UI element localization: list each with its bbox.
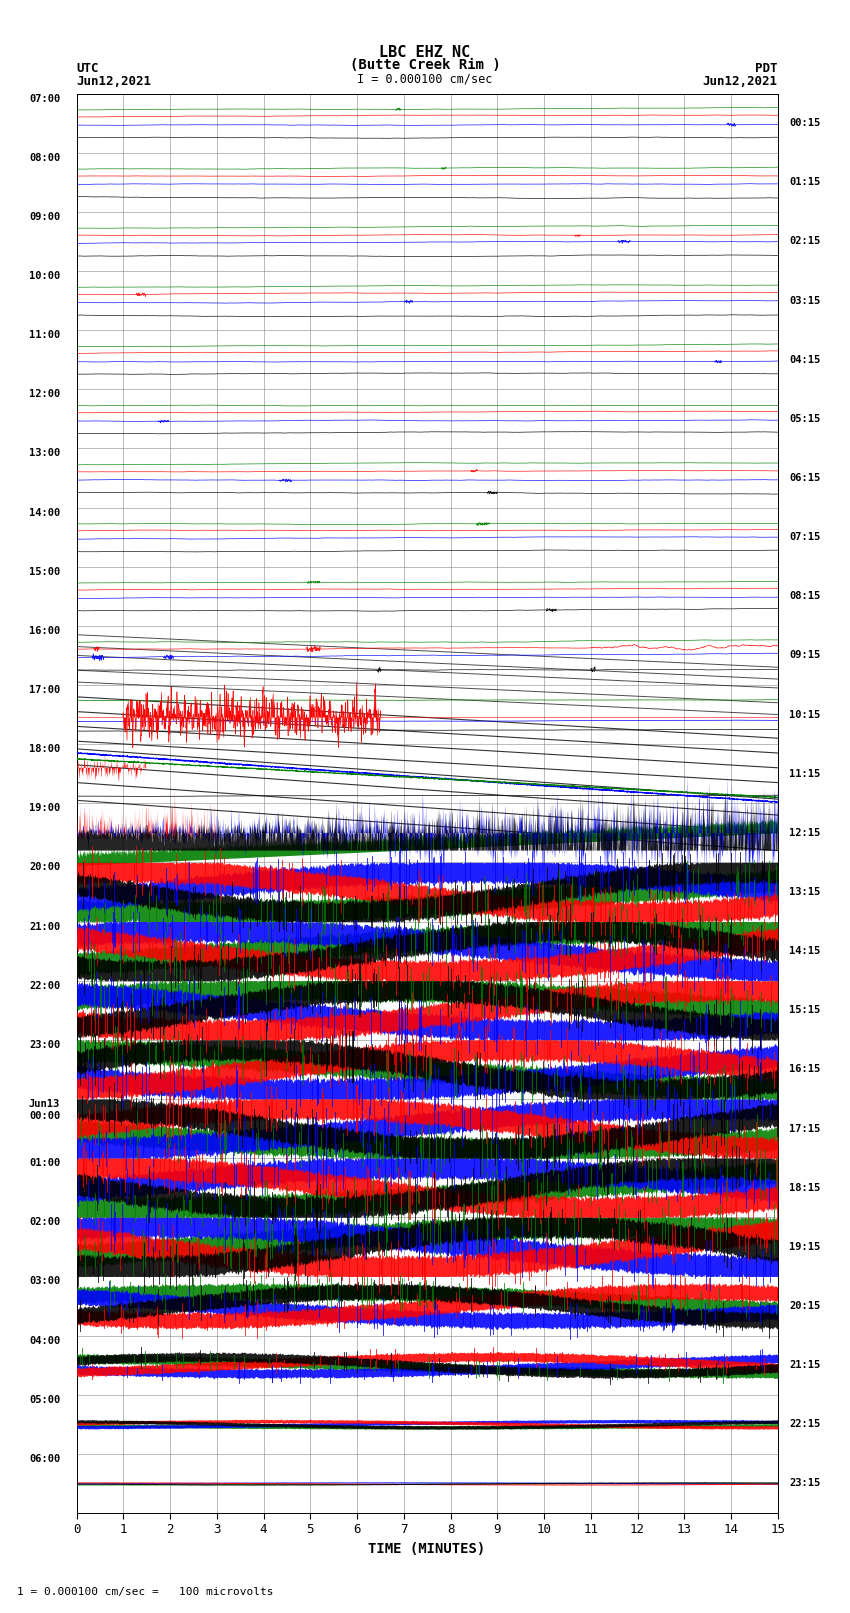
Text: 23:15: 23:15: [790, 1479, 821, 1489]
Text: 12:00: 12:00: [29, 389, 60, 400]
Text: 18:00: 18:00: [29, 744, 60, 755]
Text: 21:00: 21:00: [29, 921, 60, 932]
Text: (Butte Creek Rim ): (Butte Creek Rim ): [349, 58, 501, 71]
X-axis label: TIME (MINUTES): TIME (MINUTES): [369, 1542, 485, 1557]
Text: 03:00: 03:00: [29, 1276, 60, 1287]
Text: 22:00: 22:00: [29, 981, 60, 990]
Text: 05:00: 05:00: [29, 1395, 60, 1405]
Text: 16:00: 16:00: [29, 626, 60, 636]
Text: 21:15: 21:15: [790, 1360, 821, 1369]
Text: 10:00: 10:00: [29, 271, 60, 281]
Text: 04:00: 04:00: [29, 1336, 60, 1345]
Text: 09:00: 09:00: [29, 211, 60, 223]
Text: 02:00: 02:00: [29, 1218, 60, 1227]
Text: 13:00: 13:00: [29, 448, 60, 458]
Text: 20:00: 20:00: [29, 863, 60, 873]
Text: 13:15: 13:15: [790, 887, 821, 897]
Text: PDT: PDT: [756, 61, 778, 76]
Text: 10:15: 10:15: [790, 710, 821, 719]
Text: 19:15: 19:15: [790, 1242, 821, 1252]
Text: 23:00: 23:00: [29, 1040, 60, 1050]
Text: 08:15: 08:15: [790, 592, 821, 602]
Text: 17:00: 17:00: [29, 686, 60, 695]
Text: 18:15: 18:15: [790, 1182, 821, 1192]
Text: 12:15: 12:15: [790, 827, 821, 837]
Text: 07:15: 07:15: [790, 532, 821, 542]
Text: 09:15: 09:15: [790, 650, 821, 660]
Text: 14:15: 14:15: [790, 947, 821, 957]
Text: 15:15: 15:15: [790, 1005, 821, 1015]
Text: 14:00: 14:00: [29, 508, 60, 518]
Text: 20:15: 20:15: [790, 1302, 821, 1311]
Text: 17:15: 17:15: [790, 1124, 821, 1134]
Text: Jun12,2021: Jun12,2021: [76, 74, 151, 87]
Text: 08:00: 08:00: [29, 153, 60, 163]
Text: 1 = 0.000100 cm/sec =   100 microvolts: 1 = 0.000100 cm/sec = 100 microvolts: [17, 1587, 274, 1597]
Text: 05:15: 05:15: [790, 415, 821, 424]
Text: 02:15: 02:15: [790, 237, 821, 247]
Text: 16:15: 16:15: [790, 1065, 821, 1074]
Text: 03:15: 03:15: [790, 295, 821, 305]
Text: 11:00: 11:00: [29, 331, 60, 340]
Text: 04:15: 04:15: [790, 355, 821, 365]
Text: UTC: UTC: [76, 61, 99, 76]
Text: 06:15: 06:15: [790, 473, 821, 482]
Text: 11:15: 11:15: [790, 769, 821, 779]
Text: 01:00: 01:00: [29, 1158, 60, 1168]
Text: 06:00: 06:00: [29, 1453, 60, 1465]
Text: 22:15: 22:15: [790, 1419, 821, 1429]
Text: 07:00: 07:00: [29, 94, 60, 103]
Text: 15:00: 15:00: [29, 566, 60, 577]
Text: 01:15: 01:15: [790, 177, 821, 187]
Text: 00:15: 00:15: [790, 118, 821, 127]
Text: LBC EHZ NC: LBC EHZ NC: [379, 45, 471, 60]
Text: I = 0.000100 cm/sec: I = 0.000100 cm/sec: [357, 73, 493, 85]
Text: Jun12,2021: Jun12,2021: [703, 74, 778, 87]
Text: 19:00: 19:00: [29, 803, 60, 813]
Text: Jun13
00:00: Jun13 00:00: [29, 1098, 60, 1121]
